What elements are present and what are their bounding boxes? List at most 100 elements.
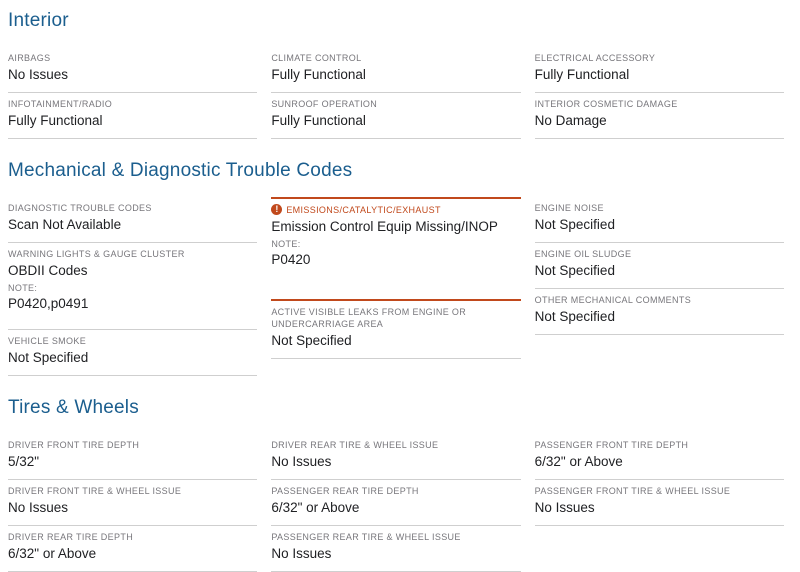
field-value: No Damage [534,113,607,128]
field-driver-rear-tire-depth: DRIVER REAR TIRE DEPTH 6/32" or Above [8,526,258,572]
field-value: No Issues [534,500,595,515]
field-label-row: INFOTAINMENT/RADIO [8,98,257,110]
field-sunroof-operation: SUNROOF OPERATION Fully Functional [271,93,521,139]
field-label: INFOTAINMENT/RADIO [8,99,113,109]
field-label-row: ELECTRICAL ACCESSORY [535,52,784,64]
field-value: Not Specified [534,263,615,278]
field-note-label: NOTE: [8,283,38,293]
warning-icon: ! [271,204,283,215]
field-value: No Issues [8,67,69,82]
field-value: Not Specified [271,333,352,348]
field-value: Not Specified [534,309,615,324]
field-vehicle-smoke: VEHICLE SMOKE Not Specified [8,330,258,376]
field-note-value: P0420,p0491 [8,296,89,311]
section-column: AIRBAGS No Issues INFOTAINMENT/RADIO Ful… [8,47,258,139]
field-label: DRIVER REAR TIRE & WHEEL ISSUE [271,440,439,450]
field-value: 6/32" or Above [271,500,360,515]
field-electrical-accessory: ELECTRICAL ACCESSORY Fully Functional [534,47,784,93]
field-passenger-rear-tire-wheel-issue: PASSENGER REAR TIRE & WHEEL ISSUE No Iss… [271,526,521,572]
field-label-row: PASSENGER REAR TIRE & WHEEL ISSUE [271,531,520,543]
section-title: Tires & Wheels [8,397,139,418]
section-column: PASSENGER FRONT TIRE DEPTH 6/32" or Abov… [534,434,784,526]
field-driver-front-tire-wheel-issue: DRIVER FRONT TIRE & WHEEL ISSUE No Issue… [8,480,258,526]
field-label-row: VEHICLE SMOKE [8,335,257,347]
field-other-mechanical-comments: OTHER MECHANICAL COMMENTS Not Specified [534,289,784,335]
field-label-row: ENGINE OIL SLUDGE [535,248,784,260]
field-label-row: CLIMATE CONTROL [271,52,520,64]
field-value: Scan Not Available [8,217,122,232]
field-climate-control: CLIMATE CONTROL Fully Functional [271,47,521,93]
field-passenger-rear-tire-depth: PASSENGER REAR TIRE DEPTH 6/32" or Above [271,480,521,526]
field-diagnostic-trouble-codes: DIAGNOSTIC TROUBLE CODES Scan Not Availa… [8,197,258,243]
section-interior: Interior AIRBAGS No Issues INFOTAINMENT/… [8,10,784,139]
field-label: PASSENGER FRONT TIRE & WHEEL ISSUE [534,486,731,496]
field-label: INTERIOR COSMETIC DAMAGE [534,99,678,109]
field-label-row: DIAGNOSTIC TROUBLE CODES [8,202,257,214]
field-value: No Issues [271,546,332,561]
field-label: PASSENGER REAR TIRE & WHEEL ISSUE [271,532,461,542]
field-infotainment-radio: INFOTAINMENT/RADIO Fully Functional [8,93,258,139]
section-tires-wheels: Tires & Wheels DRIVER FRONT TIRE DEPTH 5… [8,397,784,572]
field-label-row: PASSENGER FRONT TIRE DEPTH [535,439,784,451]
field-label-row: DRIVER REAR TIRE DEPTH [8,531,257,543]
field-label: ACTIVE VISIBLE LEAKS FROM ENGINE OR UNDE… [271,307,467,329]
field-driver-rear-tire-wheel-issue: DRIVER REAR TIRE & WHEEL ISSUE No Issues [271,434,521,480]
field-driver-front-tire-depth: DRIVER FRONT TIRE DEPTH 5/32" [8,434,258,480]
section-column: CLIMATE CONTROL Fully Functional SUNROOF… [271,47,521,139]
field-label: ELECTRICAL ACCESSORY [534,53,656,63]
field-note-label: NOTE: [271,239,301,249]
field-engine-noise: ENGINE NOISE Not Specified [534,197,784,243]
field-label-row: PASSENGER FRONT TIRE & WHEEL ISSUE [535,485,784,497]
section-mechanical-diagnostic-trouble-codes: Mechanical & Diagnostic Trouble Codes DI… [8,160,784,376]
section-grid: DIAGNOSTIC TROUBLE CODES Scan Not Availa… [8,197,784,376]
field-interior-cosmetic-damage: INTERIOR COSMETIC DAMAGE No Damage [534,93,784,139]
field-label-row: DRIVER REAR TIRE & WHEEL ISSUE [271,439,520,451]
field-value: Not Specified [534,217,615,232]
field-value: Fully Functional [271,113,366,128]
field-label-row: WARNING LIGHTS & GAUGE CLUSTER [8,248,257,260]
field-label: WARNING LIGHTS & GAUGE CLUSTER [8,249,185,259]
section-column: ELECTRICAL ACCESSORY Fully Functional IN… [534,47,784,139]
section-column: DIAGNOSTIC TROUBLE CODES Scan Not Availa… [8,197,258,376]
field-label-row: ACTIVE VISIBLE LEAKS FROM ENGINE OR UNDE… [271,306,520,330]
field-passenger-front-tire-wheel-issue: PASSENGER FRONT TIRE & WHEEL ISSUE No Is… [534,480,784,526]
field-label: PASSENGER REAR TIRE DEPTH [271,486,419,496]
field-label: DIAGNOSTIC TROUBLE CODES [8,203,152,213]
field-value: No Issues [271,454,332,469]
field-airbags: AIRBAGS No Issues [8,47,258,93]
field-label: EMISSIONS/CATALYTIC/EXHAUST [286,205,441,215]
field-value: Emission Control Equip Missing/INOP [271,219,498,234]
field-label: DRIVER FRONT TIRE DEPTH [8,440,140,450]
section-title: Interior [8,10,69,31]
field-value: OBDII Codes [8,263,88,278]
field-label: ENGINE NOISE [534,203,604,213]
field-active-visible-leaks-from-engine-or-undercarriage-area: ACTIVE VISIBLE LEAKS FROM ENGINE OR UNDE… [271,301,521,359]
field-value: Fully Functional [271,67,366,82]
field-label: DRIVER FRONT TIRE & WHEEL ISSUE [8,486,182,496]
field-warning-lights-gauge-cluster: WARNING LIGHTS & GAUGE CLUSTER OBDII Cod… [8,243,258,330]
field-label-row: ENGINE NOISE [535,202,784,214]
section-grid: AIRBAGS No Issues INFOTAINMENT/RADIO Ful… [8,47,784,139]
section-column: DRIVER FRONT TIRE DEPTH 5/32" DRIVER FRO… [8,434,258,572]
field-value: 6/32" or Above [8,546,97,561]
field-value: Fully Functional [8,113,103,128]
field-value: 6/32" or Above [534,454,623,469]
field-label-row: ! EMISSIONS/CATALYTIC/EXHAUST [271,204,520,216]
field-label: ENGINE OIL SLUDGE [534,249,632,259]
field-label-row: INTERIOR COSMETIC DAMAGE [535,98,784,110]
field-label: CLIMATE CONTROL [271,53,362,63]
field-label-row: DRIVER FRONT TIRE & WHEEL ISSUE [8,485,257,497]
field-engine-oil-sludge: ENGINE OIL SLUDGE Not Specified [534,243,784,289]
field-value: 5/32" [8,454,40,469]
field-value: No Issues [8,500,69,515]
field-label-row: DRIVER FRONT TIRE DEPTH [8,439,257,451]
section-column: ENGINE NOISE Not Specified ENGINE OIL SL… [534,197,784,335]
field-value: Fully Functional [534,67,630,82]
section-grid: DRIVER FRONT TIRE DEPTH 5/32" DRIVER FRO… [8,434,784,572]
section-column: ! EMISSIONS/CATALYTIC/EXHAUST Emission C… [271,197,521,359]
field-label-row: AIRBAGS [8,52,257,64]
field-label-row: SUNROOF OPERATION [271,98,520,110]
field-label: SUNROOF OPERATION [271,99,378,109]
field-passenger-front-tire-depth: PASSENGER FRONT TIRE DEPTH 6/32" or Abov… [534,434,784,480]
field-label-row: PASSENGER REAR TIRE DEPTH [271,485,520,497]
